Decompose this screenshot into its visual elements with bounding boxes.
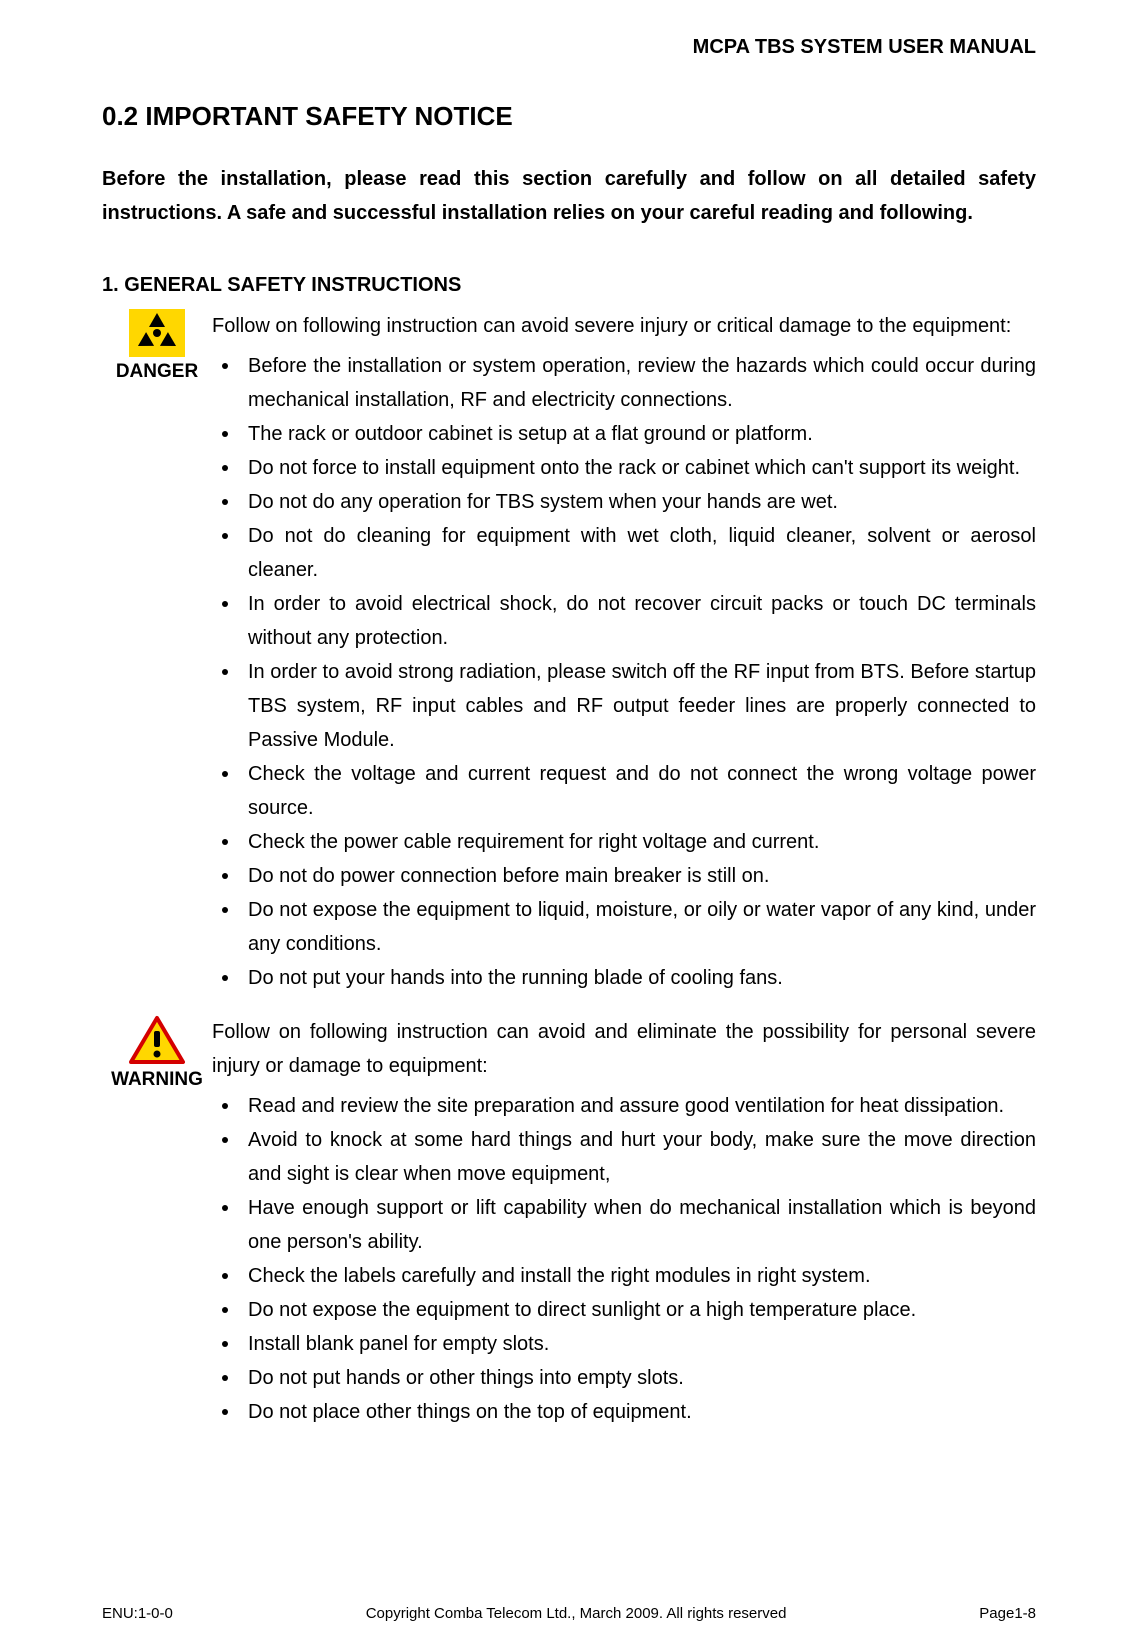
warning-block: WARNING Follow on following instruction … — [102, 1015, 1036, 1429]
list-item: Check the power cable requirement for ri… — [212, 825, 1036, 859]
danger-content: Follow on following instruction can avoi… — [212, 309, 1036, 995]
list-item: Do not do power connection before main b… — [212, 859, 1036, 893]
list-item: Do not expose the equipment to direct su… — [212, 1293, 1036, 1327]
list-item: Do not expose the equipment to liquid, m… — [212, 893, 1036, 961]
footer-center: Copyright Comba Telecom Ltd., March 2009… — [366, 1605, 787, 1622]
page: MCPA TBS SYSTEM USER MANUAL 0.2 IMPORTAN… — [0, 0, 1138, 1652]
list-item: Do not put hands or other things into em… — [212, 1361, 1036, 1395]
warning-label: WARNING — [111, 1069, 203, 1091]
footer-left: ENU:1-0-0 — [102, 1605, 173, 1622]
list-item: In order to avoid electrical shock, do n… — [212, 587, 1036, 655]
warning-lead: Follow on following instruction can avoi… — [212, 1015, 1036, 1083]
list-item: In order to avoid strong radiation, plea… — [212, 655, 1036, 757]
danger-label-col: DANGER — [102, 309, 212, 383]
list-item: Do not do any operation for TBS system w… — [212, 485, 1036, 519]
radiation-icon — [129, 309, 185, 357]
section-title: 0.2 IMPORTANT SAFETY NOTICE — [102, 101, 1036, 132]
list-item: Before the installation or system operat… — [212, 349, 1036, 417]
danger-label: DANGER — [116, 361, 198, 383]
list-item: Have enough support or lift capability w… — [212, 1191, 1036, 1259]
list-item: Do not put your hands into the running b… — [212, 961, 1036, 995]
subheading: 1. GENERAL SAFETY INSTRUCTIONS — [102, 274, 1036, 297]
list-item: Do not force to install equipment onto t… — [212, 451, 1036, 485]
list-item: Do not do cleaning for equipment with we… — [212, 519, 1036, 587]
page-footer: ENU:1-0-0 Copyright Comba Telecom Ltd., … — [102, 1605, 1036, 1622]
list-item: Avoid to knock at some hard things and h… — [212, 1123, 1036, 1191]
warning-content: Follow on following instruction can avoi… — [212, 1015, 1036, 1429]
warning-triangle-icon — [129, 1015, 185, 1065]
list-item: Check the voltage and current request an… — [212, 757, 1036, 825]
intro-paragraph: Before the installation, please read thi… — [102, 162, 1036, 230]
list-item: Read and review the site preparation and… — [212, 1089, 1036, 1123]
footer-right: Page1-8 — [979, 1605, 1036, 1622]
list-item: The rack or outdoor cabinet is setup at … — [212, 417, 1036, 451]
list-item: Check the labels carefully and install t… — [212, 1259, 1036, 1293]
list-item: Do not place other things on the top of … — [212, 1395, 1036, 1429]
warning-label-col: WARNING — [102, 1015, 212, 1091]
danger-lead: Follow on following instruction can avoi… — [212, 309, 1036, 343]
danger-list: Before the installation or system operat… — [212, 349, 1036, 995]
list-item: Install blank panel for empty slots. — [212, 1327, 1036, 1361]
danger-block: DANGER Follow on following instruction c… — [102, 309, 1036, 995]
warning-list: Read and review the site preparation and… — [212, 1089, 1036, 1429]
manual-title: MCPA TBS SYSTEM USER MANUAL — [102, 36, 1036, 59]
